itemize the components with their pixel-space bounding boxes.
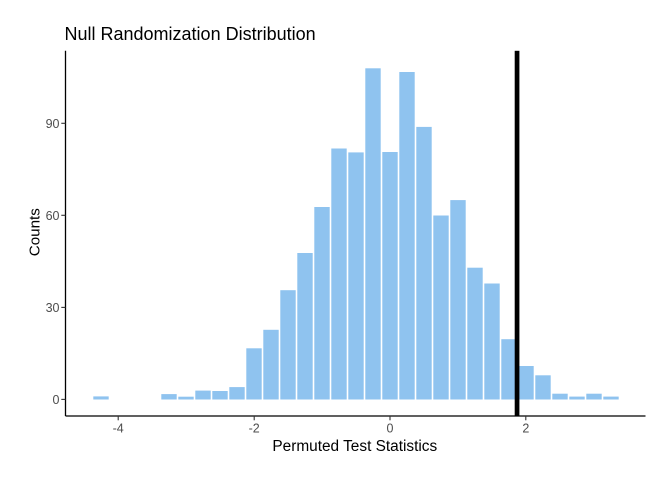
- svg-text:60: 60: [46, 209, 60, 223]
- svg-text:-2: -2: [249, 422, 260, 436]
- svg-text:Counts: Counts: [27, 208, 44, 257]
- svg-text:0: 0: [53, 393, 60, 407]
- svg-text:0: 0: [387, 422, 394, 436]
- svg-text:90: 90: [46, 117, 60, 131]
- svg-text:-4: -4: [113, 422, 124, 436]
- svg-text:Null Randomization Distributio: Null Randomization Distribution: [65, 24, 316, 44]
- svg-text:2: 2: [522, 422, 529, 436]
- svg-text:30: 30: [46, 301, 60, 315]
- svg-text:Permuted Test Statistics: Permuted Test Statistics: [272, 438, 437, 455]
